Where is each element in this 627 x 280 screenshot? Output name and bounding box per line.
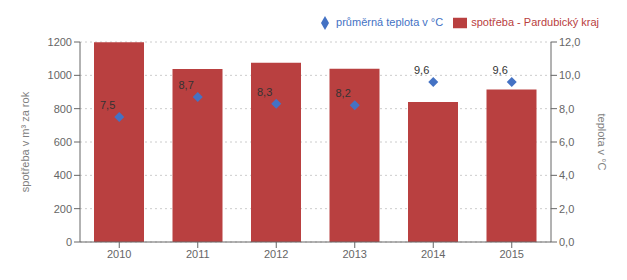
svg-text:2012: 2012 bbox=[264, 248, 288, 260]
html-text:spotřeba - Pardubický kraj: spotřeba - Pardubický kraj bbox=[471, 16, 599, 28]
svg-text:2,0: 2,0 bbox=[559, 203, 574, 215]
svg-text:2014: 2014 bbox=[421, 248, 445, 260]
svg-text:1200: 1200 bbox=[48, 36, 72, 48]
svg-text:8,7: 8,7 bbox=[178, 79, 193, 91]
svg-text:8,3: 8,3 bbox=[257, 86, 272, 98]
svg-text:9,6: 9,6 bbox=[492, 64, 507, 76]
svg-text:400: 400 bbox=[54, 169, 72, 181]
svg-text:10,0: 10,0 bbox=[559, 69, 580, 81]
svg-text:teplota v °C: teplota v °C bbox=[596, 114, 608, 171]
svg-text:200: 200 bbox=[54, 203, 72, 215]
svg-text:1000: 1000 bbox=[48, 69, 72, 81]
svg-text:0: 0 bbox=[66, 236, 72, 248]
svg-text:8,0: 8,0 bbox=[559, 103, 574, 115]
svg-text:4,0: 4,0 bbox=[559, 169, 574, 181]
svg-text:2011: 2011 bbox=[186, 248, 210, 260]
svg-text:2013: 2013 bbox=[343, 248, 367, 260]
svg-text:2010: 2010 bbox=[107, 248, 131, 260]
svg-text:6,0: 6,0 bbox=[559, 136, 574, 148]
svg-text:800: 800 bbox=[54, 103, 72, 115]
svg-text:7,5: 7,5 bbox=[100, 99, 115, 111]
svg-text:0,0: 0,0 bbox=[559, 236, 574, 248]
svg-text:spotřeba v m³ za rok: spotřeba v m³ za rok bbox=[19, 91, 31, 192]
html-text:průměrná teplota v °C: průměrná teplota v °C bbox=[336, 16, 444, 28]
svg-text:600: 600 bbox=[54, 136, 72, 148]
svg-text:2015: 2015 bbox=[500, 248, 524, 260]
svg-text:12,0: 12,0 bbox=[559, 36, 580, 48]
svg-text:9,6: 9,6 bbox=[414, 64, 429, 76]
svg-text:8,2: 8,2 bbox=[335, 87, 350, 99]
